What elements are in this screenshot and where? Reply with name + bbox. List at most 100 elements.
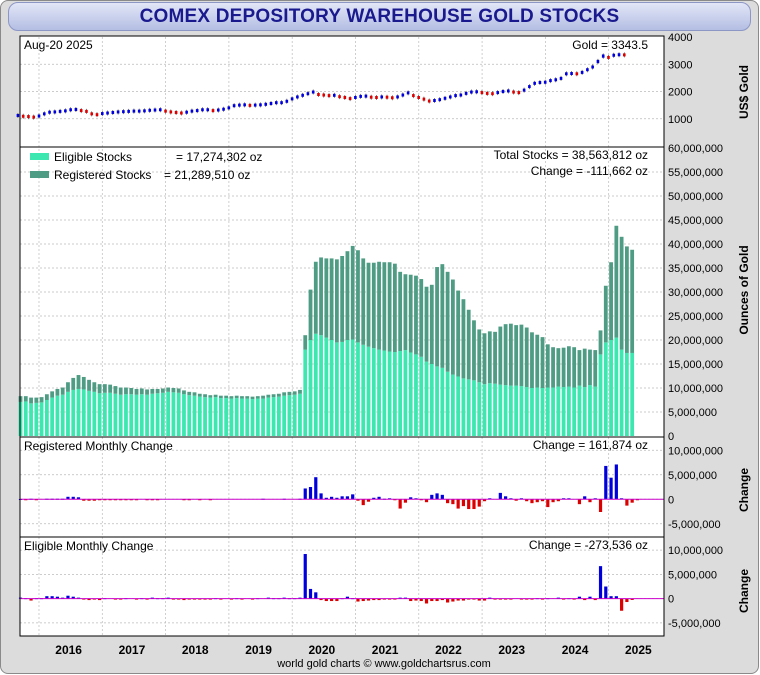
eligible-bar (566, 386, 571, 436)
registered-bar (60, 387, 65, 395)
eligible-change-bar (356, 598, 360, 602)
registered-change-bar (598, 499, 603, 512)
gold-candle (554, 78, 558, 82)
eligible-bar (271, 397, 276, 436)
eligible-change-bar (482, 598, 487, 601)
gold-candle (369, 95, 373, 99)
eligible-bar (334, 342, 339, 436)
registered-change-bar (372, 497, 376, 500)
gold-candle (21, 114, 25, 118)
eligible-change-bar (345, 596, 350, 599)
registered-change-bar (330, 496, 334, 500)
registered-bar (303, 335, 308, 350)
eligible-bar (466, 379, 471, 436)
eligible-bar (514, 385, 519, 436)
registered-bar (556, 348, 561, 387)
eligible-bar (87, 390, 91, 436)
eligible-change-title: Eligible Monthly Change (24, 539, 154, 553)
eligible-bar (340, 341, 345, 436)
gold-candle (137, 109, 141, 113)
registered-bar (155, 388, 160, 394)
registered-bar (630, 249, 635, 353)
registered-bar (50, 391, 55, 398)
eligible-change-bar (50, 596, 54, 599)
eligible-bar (44, 400, 49, 436)
gold-candle (106, 111, 109, 115)
eligible-bar (166, 391, 171, 436)
eligible-bar (324, 337, 329, 436)
gold-candle (390, 96, 394, 100)
gold-candle (79, 109, 83, 113)
registered-bar (213, 394, 218, 398)
gold-candle (575, 72, 579, 76)
registered-change-bar (514, 499, 518, 501)
registered-change-bar (556, 499, 560, 502)
x-tick-label: 2022 (435, 643, 462, 657)
registered-bar (203, 394, 207, 398)
registered-bar (150, 388, 155, 394)
registered-bar (29, 397, 33, 404)
eligible-bar (60, 394, 65, 436)
eligible-change-bar (604, 586, 608, 599)
gold-candle (211, 109, 215, 113)
eligible-bar (240, 398, 244, 436)
gold-candle (190, 109, 194, 113)
gold-candle (322, 93, 326, 97)
registered-bar (71, 377, 76, 390)
registered-bar (508, 323, 513, 386)
registered-bar (23, 396, 28, 402)
registered-change-bar (588, 499, 592, 503)
eligible-bar (29, 403, 33, 436)
gold-candle (596, 59, 600, 64)
registered-bar (44, 394, 49, 400)
gold-candle (74, 107, 78, 111)
registered-bar (403, 274, 408, 351)
eligible-bar (298, 393, 302, 436)
registered-change-bar (540, 499, 545, 502)
registered-bar (445, 271, 450, 372)
eligible-bar (319, 335, 323, 436)
registered-bar (313, 261, 318, 334)
registered-bar (266, 394, 271, 398)
y-tick-label: 2000 (668, 87, 692, 99)
registered-bar (192, 392, 197, 396)
registered-bar (197, 393, 202, 397)
gold-candle (111, 110, 115, 114)
y-tick-label: -5,000,000 (668, 519, 721, 531)
registered-bar (92, 382, 97, 392)
registered-change-bar (440, 494, 444, 500)
registered-bar (113, 386, 118, 394)
gold-candle (459, 93, 463, 97)
eligible-change-bar (66, 595, 70, 599)
y-tick-label: 10,000,000 (668, 445, 723, 457)
gold-candle (380, 95, 384, 99)
registered-bar (345, 251, 350, 340)
eligible-change-bar (372, 598, 376, 601)
eligible-bar (477, 382, 482, 436)
eligible-bar (71, 389, 76, 436)
gold-date-label: Aug-20 2025 (24, 38, 93, 52)
gold-candle (601, 54, 605, 58)
eligible-bar (572, 387, 577, 436)
x-tick-label: 2016 (55, 643, 82, 657)
marks-layer (16, 52, 664, 600)
eligible-change-bar (625, 598, 629, 603)
registered-bar (614, 225, 619, 338)
registered-change-bar (551, 499, 555, 503)
gold-candle (522, 88, 526, 92)
gold-candle (158, 108, 162, 112)
gold-candle (570, 72, 573, 76)
gold-candle (422, 97, 426, 101)
eligible-change-bar (430, 598, 434, 602)
registered-bar (240, 396, 244, 399)
gold-candle (274, 101, 278, 105)
x-tick-label: 2024 (562, 643, 589, 657)
registered-bar (392, 263, 397, 352)
gold-candle (238, 103, 241, 107)
gold-candle (338, 95, 341, 99)
registered-change-bar (451, 499, 455, 505)
registered-change-bar (361, 499, 365, 506)
eligible-bar (303, 349, 308, 436)
eligible-change-bar (308, 588, 313, 599)
